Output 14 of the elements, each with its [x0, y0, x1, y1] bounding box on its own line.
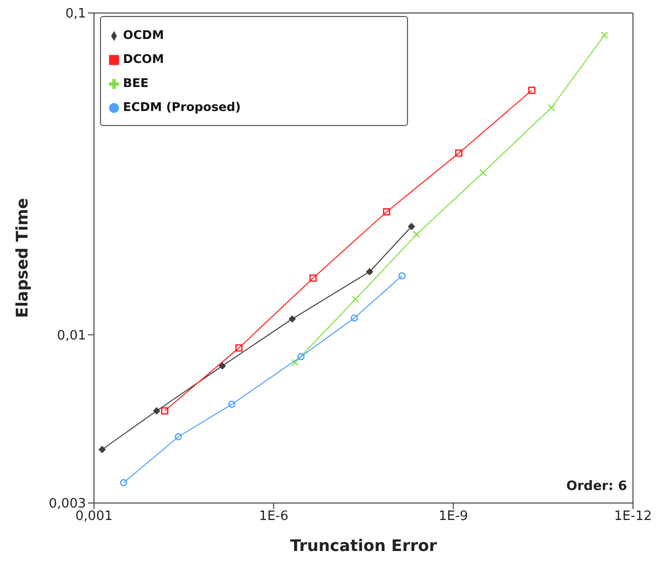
- x-tick-label: 1E-6: [258, 509, 288, 524]
- annotation: Order: 6: [566, 479, 627, 494]
- y-tick-label: 0,003: [48, 496, 86, 512]
- x-axis-title: Truncation Error: [290, 536, 437, 555]
- x-tick-label: 1E-9: [438, 509, 468, 524]
- x-tick-label: 0,001: [75, 509, 113, 524]
- y-tick-label: 0,01: [57, 328, 86, 344]
- y-tick-label: 0,1: [65, 6, 86, 22]
- y-axis-title: Elapsed Time: [12, 198, 32, 318]
- x-tick-label: 1E-12: [614, 509, 652, 524]
- legend-label: OCDM: [123, 28, 164, 42]
- legend-label: BEE: [123, 76, 149, 90]
- legend-label: ECDM (Proposed): [123, 100, 241, 114]
- legend-label: DCOM: [123, 52, 164, 66]
